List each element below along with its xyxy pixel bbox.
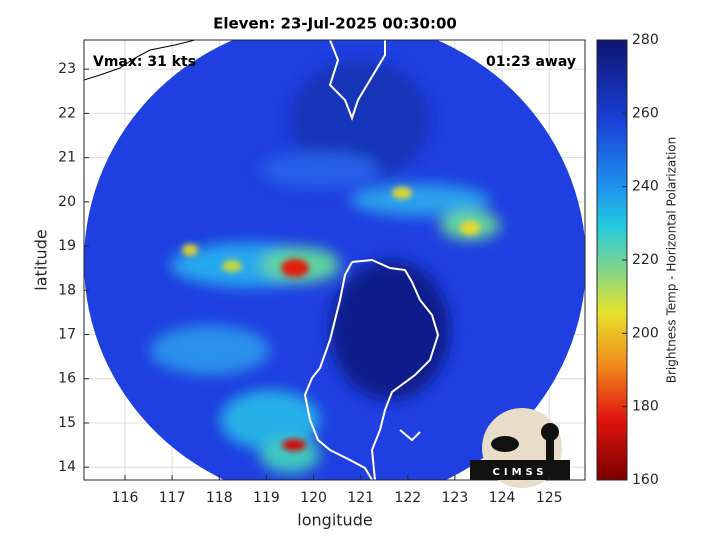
x-tick-label: 121 (347, 490, 374, 506)
y-tick-label: 17 (58, 327, 76, 343)
x-tick-label: 124 (489, 490, 516, 506)
y-tick-label: 21 (58, 150, 76, 166)
colorbar-tick-label: 220 (632, 252, 659, 268)
x-tick-label: 123 (442, 490, 469, 506)
plot-frame (83, 39, 586, 481)
x-tick-label: 116 (112, 490, 139, 506)
y-axis-label: latitude (32, 229, 51, 290)
y-tick-label: 19 (58, 238, 76, 254)
y-tick-label: 14 (58, 459, 76, 475)
y-tick-label: 15 (58, 415, 76, 431)
x-tick-label: 118 (206, 490, 233, 506)
vmax-annotation: Vmax: 31 kts (93, 54, 196, 70)
colorbar-tick-label: 260 (632, 105, 659, 121)
logo-text: CIMSS (493, 467, 548, 478)
colorbar-tick-label: 160 (632, 472, 659, 488)
y-tick-label: 16 (58, 371, 76, 387)
colorbar-tick-label: 280 (632, 32, 659, 48)
x-tick-label: 117 (159, 490, 186, 506)
y-tick-label: 18 (58, 282, 76, 298)
x-tick-label: 120 (300, 490, 327, 506)
colorbar-tick-label: 200 (632, 325, 659, 341)
x-tick-label: 125 (536, 490, 563, 506)
x-tick-label: 119 (253, 490, 280, 506)
colorbar-label: Brightness Temp - Horizontal Polarizatio… (665, 137, 679, 384)
x-tick-label: 122 (394, 490, 421, 506)
x-axis-label: longitude (297, 511, 372, 530)
time-annotation: 01:23 away (486, 54, 576, 70)
y-tick-label: 23 (58, 61, 76, 77)
y-tick-label: 22 (58, 105, 76, 121)
cimss-logo: CIMSS (470, 408, 570, 488)
satellite-image (84, 40, 585, 480)
y-tick-label: 20 (58, 194, 76, 210)
map-title: Eleven: 23-Jul-2025 00:30:00 (213, 15, 457, 33)
colorbar-tick-label: 240 (632, 179, 659, 195)
colorbar-tick-label: 180 (632, 399, 659, 415)
